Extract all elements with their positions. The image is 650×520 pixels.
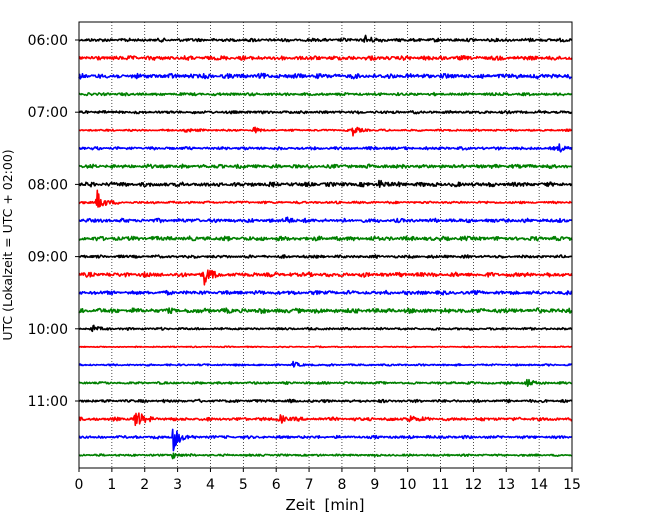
x-tick-label: 4 (206, 477, 215, 493)
trace-0730 (78, 143, 573, 153)
x-tick-label: 9 (370, 477, 379, 493)
x-tick-label: 2 (140, 477, 149, 493)
y-tick-label: 08:00 (28, 177, 68, 193)
trace-0845 (78, 235, 573, 242)
y-tick-label: 09:00 (28, 250, 68, 266)
trace-0745 (78, 163, 573, 169)
x-tick-label: 8 (337, 477, 346, 493)
trace-0645 (78, 91, 573, 97)
x-tick-label: 14 (530, 477, 548, 493)
trace-0900 (78, 254, 573, 259)
x-tick-label: 1 (107, 477, 116, 493)
y-axis-ticks: 06:00 07:00 08:00 09:00 10:00 11:00 (28, 33, 79, 410)
x-tick-label: 11 (432, 477, 450, 493)
y-tick-label: 06:00 (28, 33, 68, 49)
trace-0945 (78, 307, 573, 315)
trace-1030 (78, 360, 573, 368)
plot-frame (78, 21, 573, 469)
y-tick-label: 07:00 (28, 105, 68, 121)
x-tick-label: 0 (75, 477, 84, 493)
trace-1145 (78, 452, 573, 460)
x-tick-label: 10 (399, 477, 417, 493)
x-tick-label: 15 (563, 477, 581, 493)
grid-lines (111, 22, 540, 468)
x-tick-label: 13 (497, 477, 515, 493)
trace-1130 (78, 428, 573, 452)
trace-0600 (78, 34, 573, 43)
trace-1015 (78, 345, 573, 349)
x-tick-label: 7 (305, 477, 314, 493)
trace-0915 (78, 269, 573, 286)
trace-1000 (78, 324, 573, 333)
x-tick-label: 12 (464, 477, 482, 493)
trace-0815 (78, 189, 573, 208)
trace-1115 (78, 412, 573, 427)
trace-0615 (78, 55, 573, 61)
y-tick-label: 11:00 (28, 394, 68, 410)
y-axis-label: UTC (Lokalzeit = UTC + 02:00) (0, 149, 15, 340)
trace-0700 (78, 109, 573, 115)
x-tick-label: 5 (239, 477, 248, 493)
x-tick-label: 3 (173, 477, 182, 493)
x-axis-ticks: 0 1 2 3 4 5 6 7 8 9 10 11 12 13 14 15 (75, 468, 581, 493)
trace-0630 (78, 72, 573, 80)
trace-0830 (78, 216, 573, 224)
trace-1045 (78, 378, 573, 387)
x-axis-label: Zeit [min] (285, 496, 364, 514)
y-tick-label: 10:00 (28, 322, 68, 338)
x-tick-label: 6 (272, 477, 281, 493)
trace-0930 (78, 289, 573, 296)
trace-1100 (78, 398, 573, 404)
seismic-traces (78, 34, 573, 460)
trace-0715 (78, 126, 573, 137)
trace-0800 (78, 179, 573, 188)
